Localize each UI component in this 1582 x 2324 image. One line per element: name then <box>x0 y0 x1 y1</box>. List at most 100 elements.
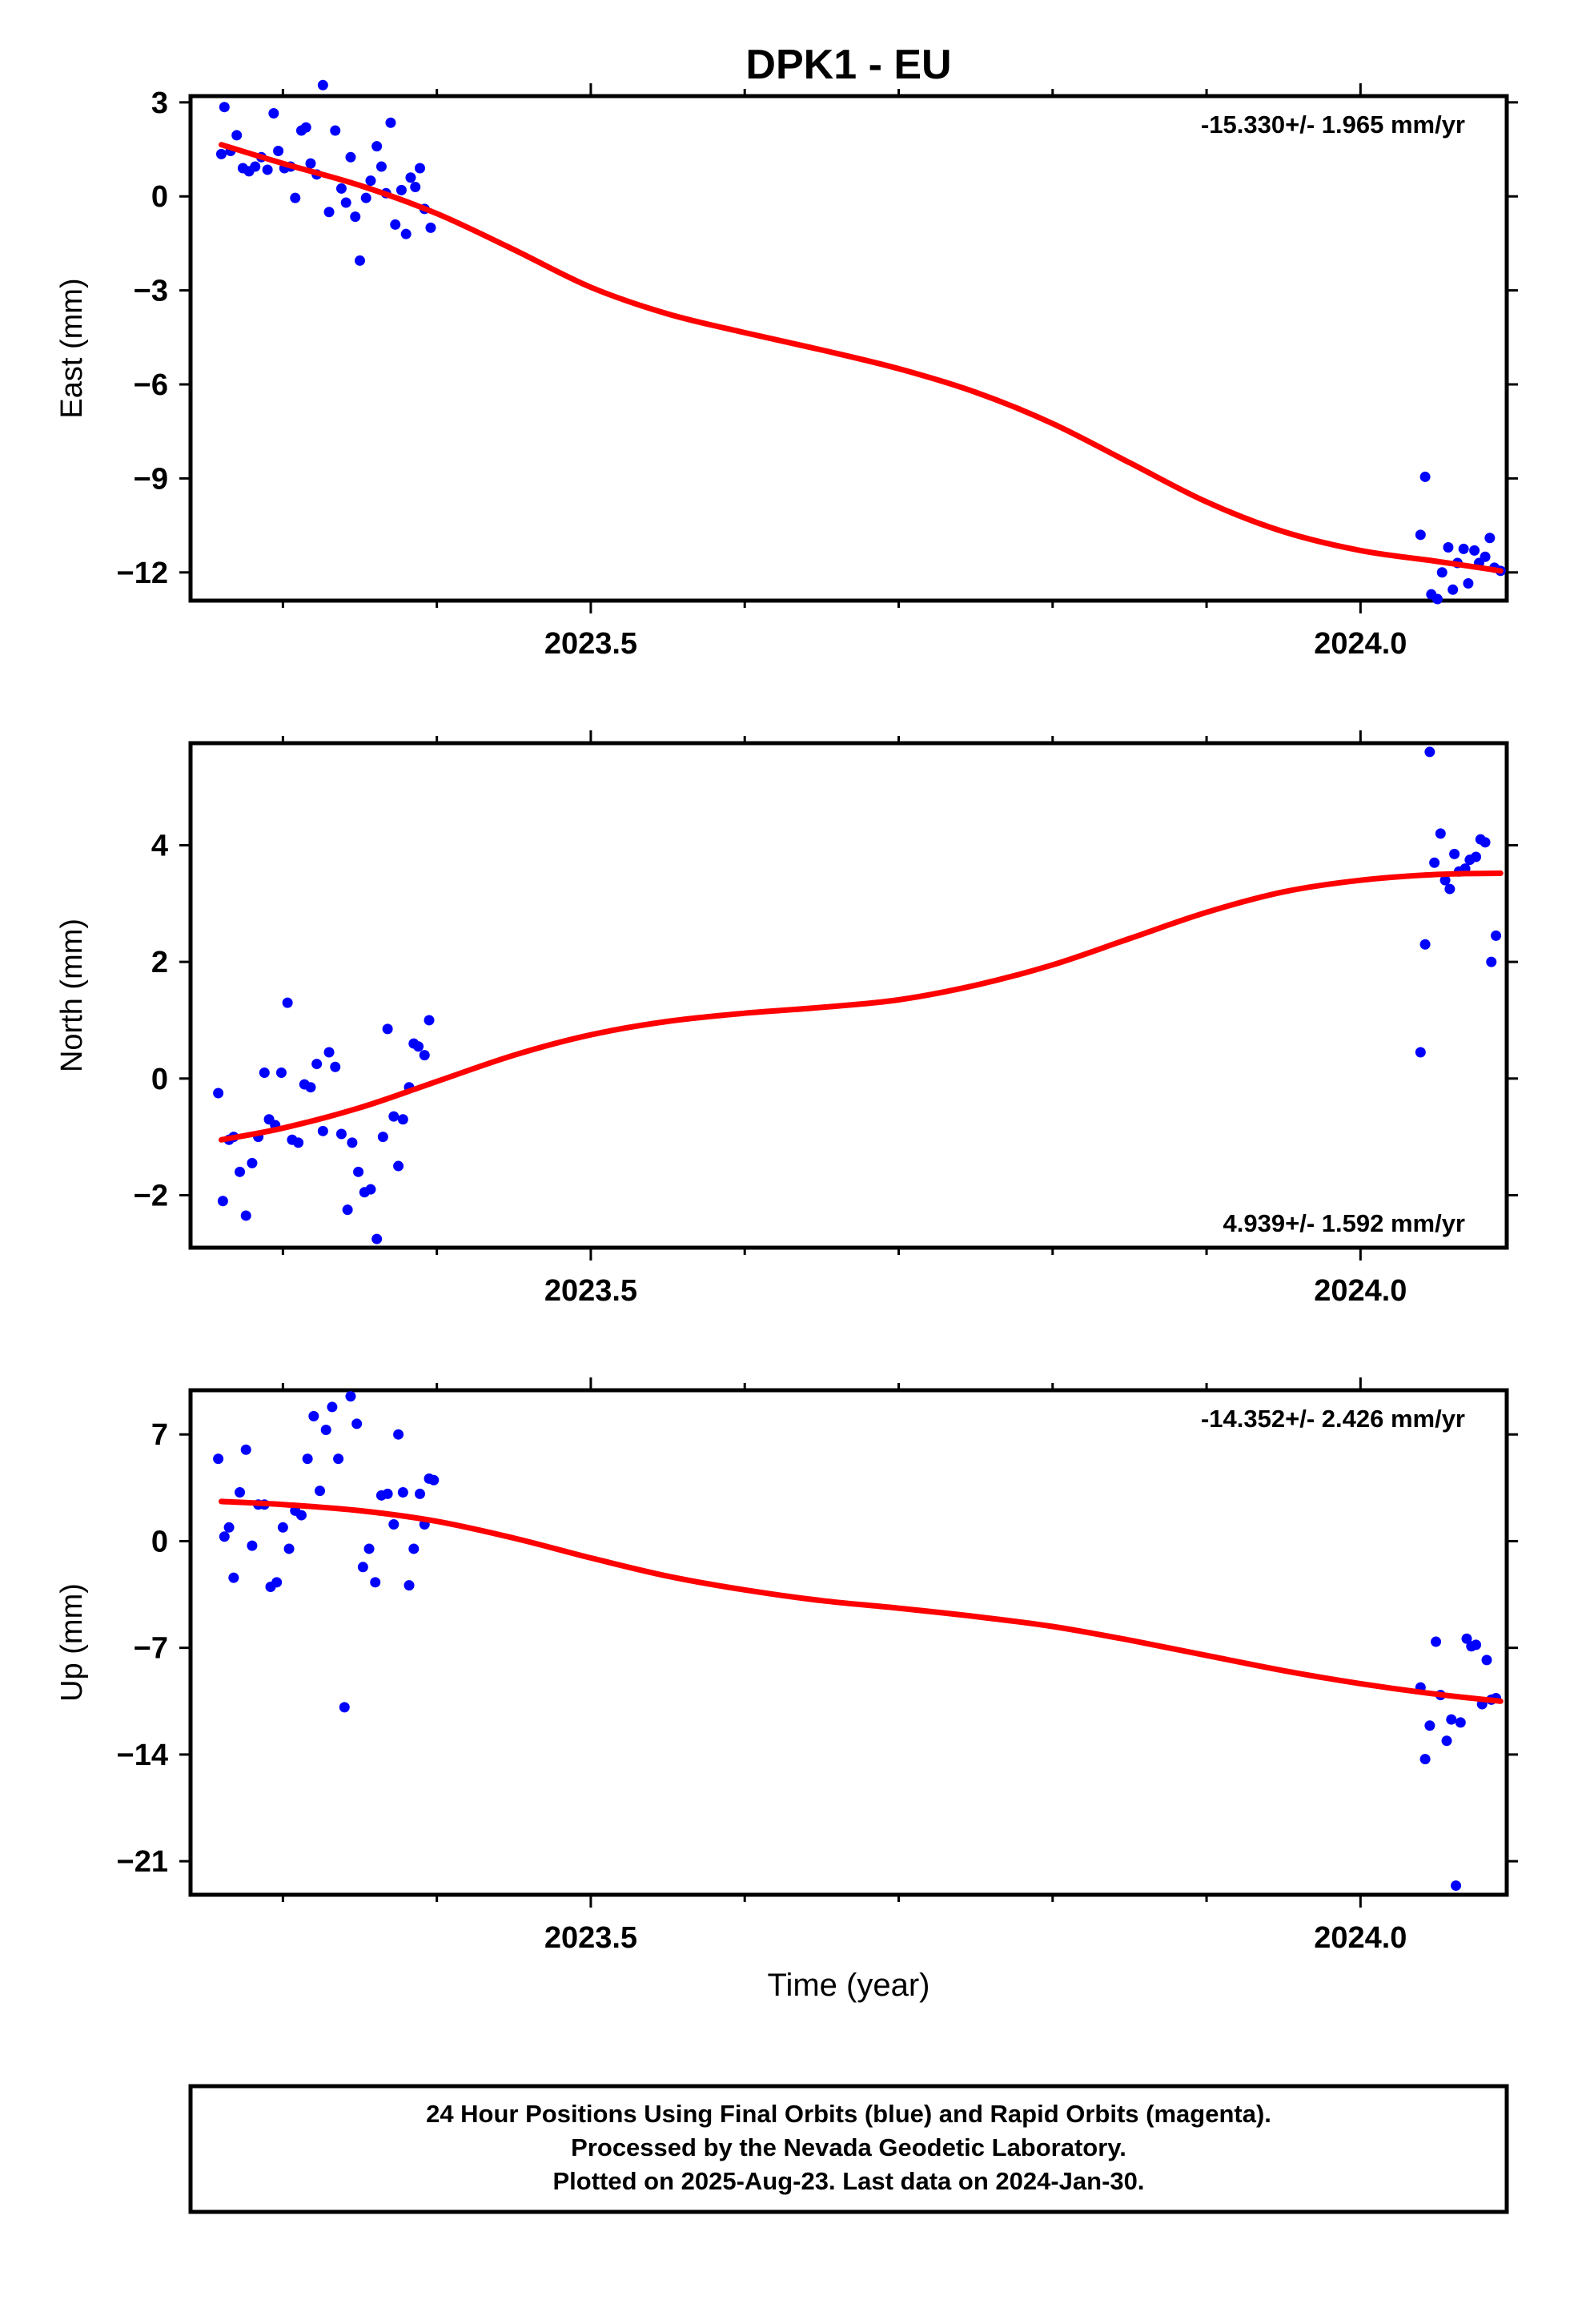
east-data-point <box>390 219 401 230</box>
up-data-point <box>1471 1639 1482 1651</box>
north-data-point <box>371 1233 383 1244</box>
east-data-point <box>355 255 366 266</box>
up-data-point <box>333 1454 344 1465</box>
footer-line-2: Processed by the Nevada Geodetic Laborat… <box>571 2133 1126 2161</box>
up-data-point <box>428 1474 440 1486</box>
east-data-point <box>1436 567 1447 578</box>
north-data-point <box>1471 851 1482 862</box>
up-y-tick-label: 0 <box>151 1525 168 1558</box>
north-data-point <box>1429 857 1440 868</box>
east-data-point <box>1419 471 1431 482</box>
east-data-point <box>400 228 412 239</box>
east-data-point <box>335 183 347 194</box>
east-data-point <box>385 117 396 128</box>
up-data-point <box>404 1580 415 1591</box>
north-y-tick-label: −2 <box>134 1179 168 1212</box>
north-data-point <box>1424 746 1435 758</box>
up-data-point <box>357 1562 368 1573</box>
up-data-point <box>1455 1717 1466 1728</box>
north-data-point <box>393 1160 404 1172</box>
up-data-point <box>1424 1720 1435 1731</box>
up-data-point <box>339 1702 350 1713</box>
north-data-point <box>282 997 293 1008</box>
east-data-point <box>410 181 421 192</box>
up-data-point <box>235 1487 246 1498</box>
east-data-point <box>360 192 371 203</box>
east-data-point <box>1447 584 1459 595</box>
north-y-tick-label: 4 <box>151 829 168 862</box>
up-data-point <box>388 1518 400 1530</box>
up-data-point <box>213 1454 224 1465</box>
north-y-tick-label: 0 <box>151 1063 168 1096</box>
north-data-point <box>275 1068 287 1079</box>
east-plot-frame <box>188 94 1509 603</box>
north-data-point <box>293 1137 304 1148</box>
up-data-point <box>1446 1714 1457 1725</box>
east-data-point <box>1484 533 1496 544</box>
east-data-point <box>330 125 341 136</box>
east-data-point <box>350 211 361 223</box>
north-data-point <box>1439 875 1451 886</box>
east-rate-label: -15.330+/- 1.965 mm/yr <box>1201 111 1465 139</box>
up-data-point <box>219 1531 230 1542</box>
north-data-point <box>213 1088 224 1099</box>
up-data-point <box>414 1488 425 1499</box>
north-data-point <box>323 1047 335 1058</box>
up-data-point <box>240 1444 251 1455</box>
east-data-point <box>1480 551 1491 562</box>
north-data-point <box>1486 956 1497 967</box>
chart-title: DPK1 - EU <box>745 42 951 88</box>
north-data-point <box>247 1157 258 1168</box>
east-y-tick-label: −12 <box>117 557 168 590</box>
east-data-point <box>268 108 279 119</box>
up-data-point <box>363 1543 375 1554</box>
up-data-point <box>283 1543 295 1554</box>
east-data-point <box>305 158 316 169</box>
north-data-point <box>1444 883 1456 895</box>
east-data-point <box>250 161 261 172</box>
north-data-point <box>365 1184 376 1195</box>
north-data-point <box>335 1128 347 1140</box>
east-data-point <box>371 141 383 152</box>
up-data-point <box>277 1522 288 1533</box>
up-x-tick-label: 2024.0 <box>1314 1921 1407 1955</box>
footer-line-1: 24 Hour Positions Using Final Orbits (bl… <box>426 2100 1271 2128</box>
north-data-point <box>330 1061 341 1072</box>
north-x-tick-label: 2024.0 <box>1314 1274 1407 1308</box>
north-data-point <box>1449 848 1460 859</box>
up-data-point <box>408 1543 420 1554</box>
north-data-point <box>311 1059 323 1070</box>
up-y-axis-label: Up (mm) <box>55 1583 89 1702</box>
east-y-tick-label: −6 <box>134 368 168 402</box>
up-data-point <box>1431 1636 1442 1647</box>
east-x-tick-label: 2023.5 <box>544 627 637 661</box>
up-y-tick-label: 7 <box>151 1418 168 1452</box>
x-axis-label: Time (year) <box>768 1968 930 2003</box>
up-data-point <box>327 1401 338 1413</box>
up-data-point <box>393 1429 404 1440</box>
north-data-point <box>377 1132 388 1143</box>
north-data-point <box>1480 837 1491 848</box>
north-x-tick-label: 2023.5 <box>544 1274 637 1308</box>
footer-box: 24 Hour Positions Using Final Orbits (bl… <box>188 2084 1509 2214</box>
east-data-point <box>262 164 273 175</box>
east-data-point <box>340 197 351 208</box>
east-x-tick-label: 2024.0 <box>1314 627 1407 661</box>
east-data-point <box>1431 593 1443 605</box>
north-data-point <box>419 1050 430 1061</box>
north-data-point <box>217 1196 228 1207</box>
east-data-point <box>396 184 407 195</box>
north-data-point <box>388 1111 400 1122</box>
up-data-point <box>351 1418 363 1429</box>
up-data-point <box>228 1572 239 1583</box>
north-data-point <box>240 1210 251 1221</box>
north-rate-label: 4.939+/- 1.592 mm/yr <box>1223 1209 1465 1237</box>
up-x-tick-label: 2023.5 <box>544 1921 637 1955</box>
east-data-point <box>290 192 301 203</box>
up-data-point <box>397 1487 408 1498</box>
east-data-point <box>1458 543 1469 554</box>
up-data-point <box>370 1577 381 1588</box>
up-data-point <box>271 1577 283 1588</box>
east-data-point <box>405 172 416 183</box>
